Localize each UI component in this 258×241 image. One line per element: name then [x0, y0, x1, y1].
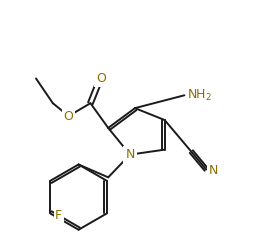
Text: NH$_2$: NH$_2$ — [187, 88, 212, 103]
Text: F: F — [55, 209, 62, 222]
Text: O: O — [64, 110, 74, 123]
Text: O: O — [96, 72, 106, 85]
Text: N: N — [125, 148, 135, 161]
Text: N: N — [209, 164, 219, 177]
